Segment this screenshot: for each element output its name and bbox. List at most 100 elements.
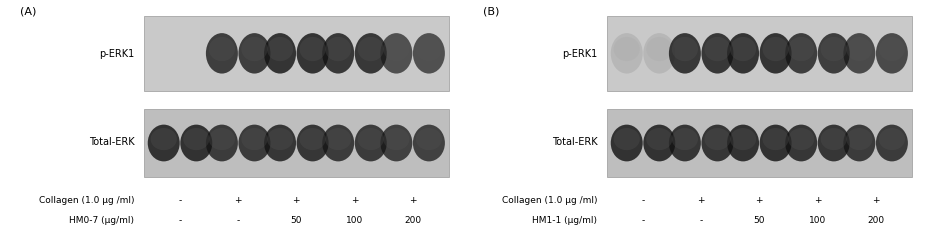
Ellipse shape bbox=[206, 125, 238, 161]
Text: +: + bbox=[814, 196, 821, 205]
Text: -: - bbox=[642, 216, 644, 225]
Ellipse shape bbox=[785, 125, 817, 161]
Text: (B): (B) bbox=[483, 7, 500, 17]
Ellipse shape bbox=[357, 37, 384, 61]
Ellipse shape bbox=[818, 125, 850, 161]
Ellipse shape bbox=[727, 125, 759, 161]
Ellipse shape bbox=[322, 125, 354, 161]
Ellipse shape bbox=[296, 125, 329, 161]
Ellipse shape bbox=[383, 37, 409, 61]
Ellipse shape bbox=[727, 33, 759, 74]
Ellipse shape bbox=[239, 125, 270, 161]
Ellipse shape bbox=[671, 128, 698, 150]
Ellipse shape bbox=[381, 33, 412, 74]
Ellipse shape bbox=[730, 128, 757, 150]
Ellipse shape bbox=[242, 37, 268, 61]
Ellipse shape bbox=[876, 33, 907, 74]
Bar bbox=[607, 16, 912, 91]
Ellipse shape bbox=[325, 128, 351, 150]
Ellipse shape bbox=[669, 125, 701, 161]
Ellipse shape bbox=[267, 128, 294, 150]
Ellipse shape bbox=[183, 128, 209, 150]
Ellipse shape bbox=[785, 33, 817, 74]
Text: (A): (A) bbox=[20, 7, 37, 17]
Text: Total-ERK: Total-ERK bbox=[89, 137, 134, 147]
Ellipse shape bbox=[151, 128, 177, 150]
Ellipse shape bbox=[383, 128, 409, 150]
Ellipse shape bbox=[413, 125, 444, 161]
Ellipse shape bbox=[148, 125, 180, 161]
Ellipse shape bbox=[759, 33, 792, 74]
Ellipse shape bbox=[762, 37, 789, 61]
Ellipse shape bbox=[788, 128, 814, 150]
Bar bbox=[144, 109, 449, 177]
Ellipse shape bbox=[322, 33, 354, 74]
Ellipse shape bbox=[264, 33, 296, 74]
Ellipse shape bbox=[646, 128, 672, 150]
Text: +: + bbox=[351, 196, 358, 205]
Text: +: + bbox=[409, 196, 417, 205]
Text: +: + bbox=[872, 196, 880, 205]
Ellipse shape bbox=[820, 128, 847, 150]
Ellipse shape bbox=[879, 128, 905, 150]
Text: -: - bbox=[699, 216, 703, 225]
Ellipse shape bbox=[879, 37, 905, 61]
Ellipse shape bbox=[876, 125, 907, 161]
Text: +: + bbox=[756, 196, 763, 205]
Text: +: + bbox=[697, 196, 705, 205]
Ellipse shape bbox=[416, 37, 442, 61]
Ellipse shape bbox=[208, 37, 235, 61]
Ellipse shape bbox=[644, 33, 675, 74]
Ellipse shape bbox=[818, 33, 850, 74]
Ellipse shape bbox=[788, 37, 814, 61]
Text: 100: 100 bbox=[808, 216, 826, 225]
Ellipse shape bbox=[844, 33, 875, 74]
Ellipse shape bbox=[416, 128, 442, 150]
Text: -: - bbox=[642, 196, 644, 205]
Text: Collagen (1.0 μg /ml): Collagen (1.0 μg /ml) bbox=[502, 196, 597, 205]
Ellipse shape bbox=[730, 37, 757, 61]
Ellipse shape bbox=[820, 37, 847, 61]
Ellipse shape bbox=[299, 37, 326, 61]
Ellipse shape bbox=[413, 33, 444, 74]
Ellipse shape bbox=[239, 33, 270, 74]
Text: p-ERK1: p-ERK1 bbox=[562, 49, 597, 59]
Ellipse shape bbox=[671, 37, 698, 61]
Ellipse shape bbox=[357, 128, 384, 150]
Text: -: - bbox=[179, 216, 181, 225]
Ellipse shape bbox=[181, 125, 212, 161]
Ellipse shape bbox=[846, 37, 872, 61]
Text: p-ERK1: p-ERK1 bbox=[99, 49, 134, 59]
Ellipse shape bbox=[702, 125, 733, 161]
Ellipse shape bbox=[267, 37, 294, 61]
Ellipse shape bbox=[669, 33, 701, 74]
Ellipse shape bbox=[325, 37, 351, 61]
Ellipse shape bbox=[762, 128, 789, 150]
Text: 50: 50 bbox=[291, 216, 302, 225]
Ellipse shape bbox=[296, 33, 329, 74]
Ellipse shape bbox=[355, 33, 387, 74]
Bar bbox=[144, 16, 449, 91]
Ellipse shape bbox=[844, 125, 875, 161]
Text: -: - bbox=[236, 216, 240, 225]
Ellipse shape bbox=[644, 125, 675, 161]
Text: 50: 50 bbox=[754, 216, 765, 225]
Ellipse shape bbox=[299, 128, 326, 150]
Ellipse shape bbox=[264, 125, 296, 161]
Text: HM1-1 (μg/ml): HM1-1 (μg/ml) bbox=[532, 216, 597, 225]
Ellipse shape bbox=[846, 128, 872, 150]
Ellipse shape bbox=[759, 125, 792, 161]
Text: 200: 200 bbox=[404, 216, 421, 225]
Text: 100: 100 bbox=[345, 216, 363, 225]
Text: +: + bbox=[293, 196, 300, 205]
Text: HM0-7 (μg/ml): HM0-7 (μg/ml) bbox=[69, 216, 134, 225]
Ellipse shape bbox=[702, 33, 733, 74]
Text: Total-ERK: Total-ERK bbox=[552, 137, 597, 147]
Ellipse shape bbox=[705, 128, 731, 150]
Ellipse shape bbox=[611, 125, 643, 161]
Ellipse shape bbox=[208, 128, 235, 150]
Text: 200: 200 bbox=[867, 216, 884, 225]
Ellipse shape bbox=[705, 37, 731, 61]
Text: -: - bbox=[179, 196, 181, 205]
Ellipse shape bbox=[381, 125, 412, 161]
